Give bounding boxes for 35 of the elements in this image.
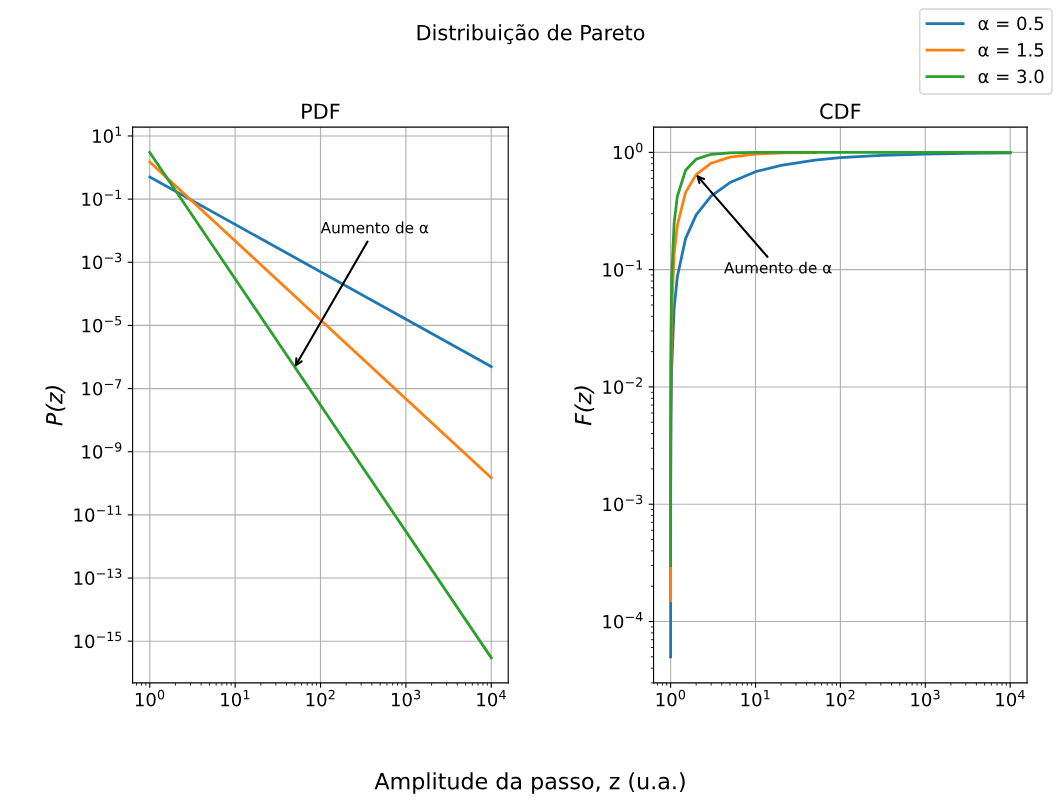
y-tick-label: 10$^{−15}$ [74, 631, 122, 649]
y-tick-label: 10$^{−1}$ [603, 260, 643, 277]
annotation: Aumento de α [724, 261, 832, 274]
chart-title: PDF [302, 103, 340, 119]
y-tick-label: 10$^{1}$ [93, 126, 122, 143]
chart-title: CDF [820, 103, 861, 120]
y-tick-label: 10$^{−4}$ [603, 612, 643, 629]
y-tick-label: 10$^{0}$ [614, 142, 643, 160]
x-tick-label: 10$^{1}$ [221, 690, 250, 707]
y-axis-title: P(z) [45, 386, 66, 426]
y-axis-title: F(z) [574, 386, 595, 426]
y-tick-label: 10$^{−13}$ [74, 568, 122, 586]
x-tick-label: 10$^{0}$ [135, 689, 165, 707]
y-tick-label: 10$^{−7}$ [82, 379, 122, 396]
annotation: Aumento de α [320, 221, 429, 234]
x-tick-label: 10$^{2}$ [826, 689, 855, 707]
y-tick-label: 10$^{−1}$ [82, 189, 122, 207]
text: Distribuição de Pareto [417, 23, 645, 45]
y-tick-label: 10$^{−9}$ [82, 442, 122, 459]
x-tick-label: 10$^{4}$ [996, 690, 1025, 707]
x-tick-label: 10$^{4}$ [477, 690, 506, 707]
y-tick-label: 10$^{−3}$ [603, 494, 643, 512]
x-tick-label: 10$^{2}$ [306, 689, 335, 707]
y-tick-label: 10$^{−2}$ [603, 377, 642, 394]
x-tick-label: 10$^{0}$ [656, 689, 686, 707]
x-tick-label: 10$^{3}$ [391, 689, 421, 707]
legend-label: α = 1.5 [978, 43, 1044, 57]
legend-label: α = 3.0 [978, 69, 1044, 84]
legend-label: α = 0.5 [978, 16, 1044, 31]
x-axis-title: Amplitude da passo, z (u.a.) [374, 772, 685, 794]
y-tick-label: 10$^{−11}$ [74, 505, 122, 522]
y-tick-label: 10$^{−3}$ [82, 252, 122, 270]
x-tick-label: 10$^{1}$ [741, 690, 770, 707]
y-tick-label: 10$^{−5}$ [82, 316, 122, 333]
x-tick-label: 10$^{3}$ [911, 689, 940, 707]
